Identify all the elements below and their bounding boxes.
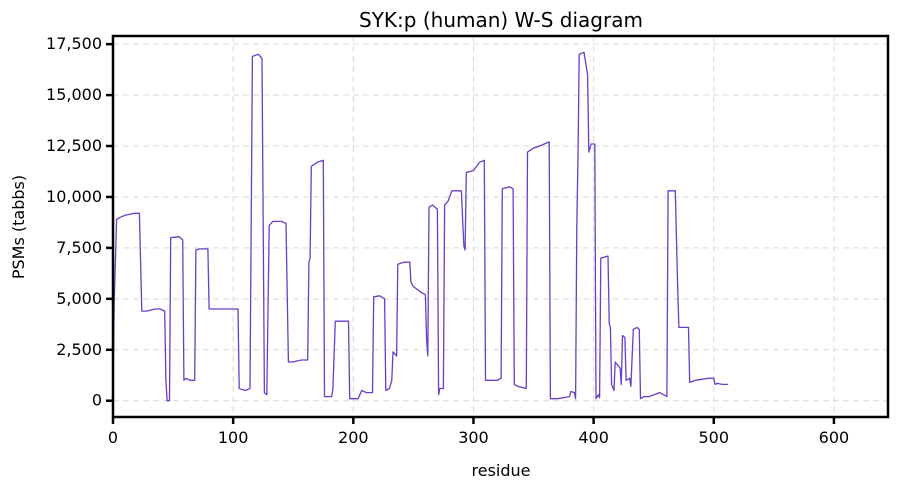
x-tick-label: 500 — [699, 428, 730, 447]
x-tick-label: 600 — [819, 428, 850, 447]
y-tick-label: 12,500 — [46, 136, 102, 155]
y-tick-label: 0 — [92, 391, 102, 410]
series-line — [112, 51, 729, 402]
x-tick-label: 400 — [578, 428, 609, 447]
y-tick-label: 10,000 — [46, 187, 102, 206]
chart-title: SYK:p (human) W-S diagram — [359, 8, 643, 32]
y-tick-label: 7,500 — [56, 238, 102, 257]
y-axis-label: PSMs (tabbs) — [9, 175, 28, 279]
tick-layer: 0 100 200 300 400 500 600 0 2,500 5,000 7,500 10,00… — [46, 34, 849, 447]
y-tick-label: 2,500 — [56, 340, 102, 359]
x-tick-label: 300 — [458, 428, 489, 447]
x-axis-label: residue — [472, 461, 531, 480]
x-tick-label: 100 — [218, 428, 249, 447]
x-tick-label: 200 — [338, 428, 369, 447]
grid-layer — [112, 36, 888, 417]
plot-frame — [111, 34, 890, 419]
x-tick-label: 0 — [108, 428, 118, 447]
series-layer — [112, 51, 729, 402]
y-tick-label: 17,500 — [46, 34, 102, 53]
y-tick-label: 5,000 — [56, 289, 102, 308]
y-tick-label: 15,000 — [46, 85, 102, 104]
